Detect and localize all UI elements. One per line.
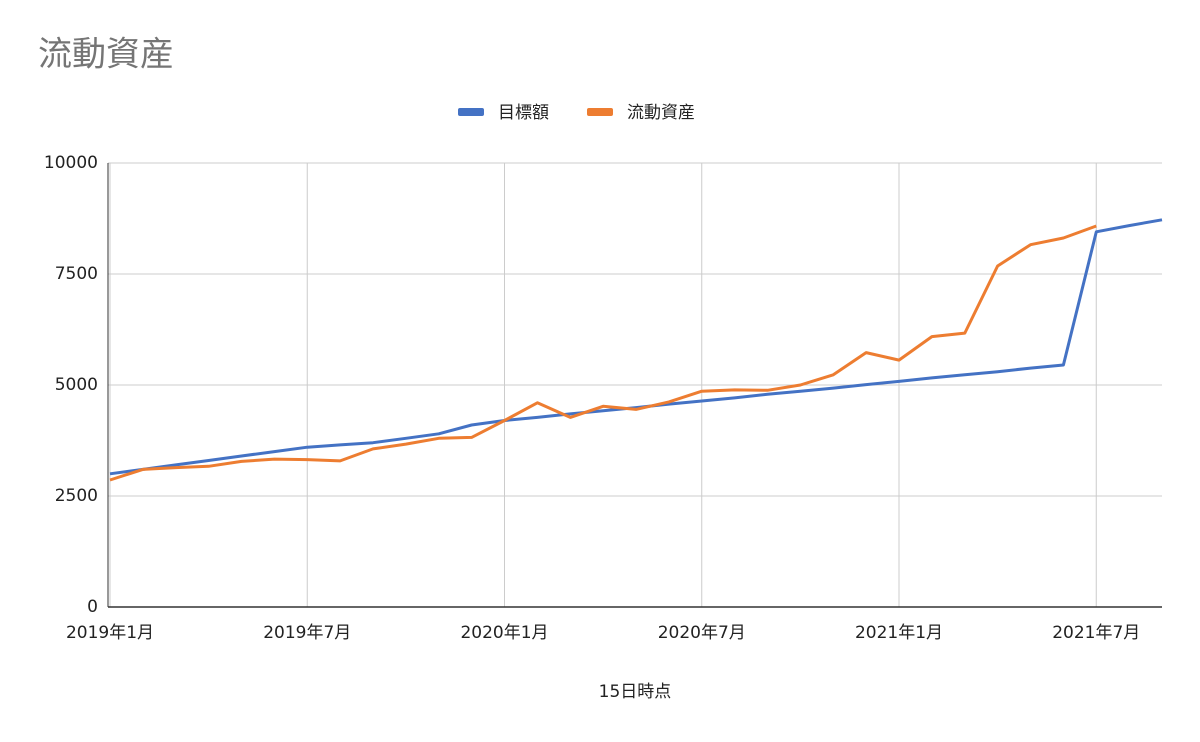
y-tick-label: 2500 [55,486,98,506]
y-tick-label: 5000 [55,375,98,395]
legend-swatch [587,108,613,116]
x-axis-label: 15日時点 [599,682,672,702]
legend-label: 目標額 [498,103,549,123]
chart-title: 流動資産 [38,35,174,75]
series-line [109,218,1163,476]
x-tick-label: 2020年1月 [460,623,548,643]
y-tick-label: 10000 [44,153,98,173]
x-tick-label: 2021年1月 [855,623,943,643]
x-tick-label: 2019年7月 [263,623,351,643]
x-tick-label: 2020年7月 [658,623,746,643]
legend-swatch [458,108,484,116]
x-tick-label: 2019年1月 [66,623,154,643]
series-line [109,224,1097,482]
x-tick-label: 2021年7月 [1052,623,1140,643]
legend-label: 流動資産 [627,103,695,123]
y-tick-label: 0 [87,597,98,617]
y-tick-label: 7500 [55,264,98,284]
